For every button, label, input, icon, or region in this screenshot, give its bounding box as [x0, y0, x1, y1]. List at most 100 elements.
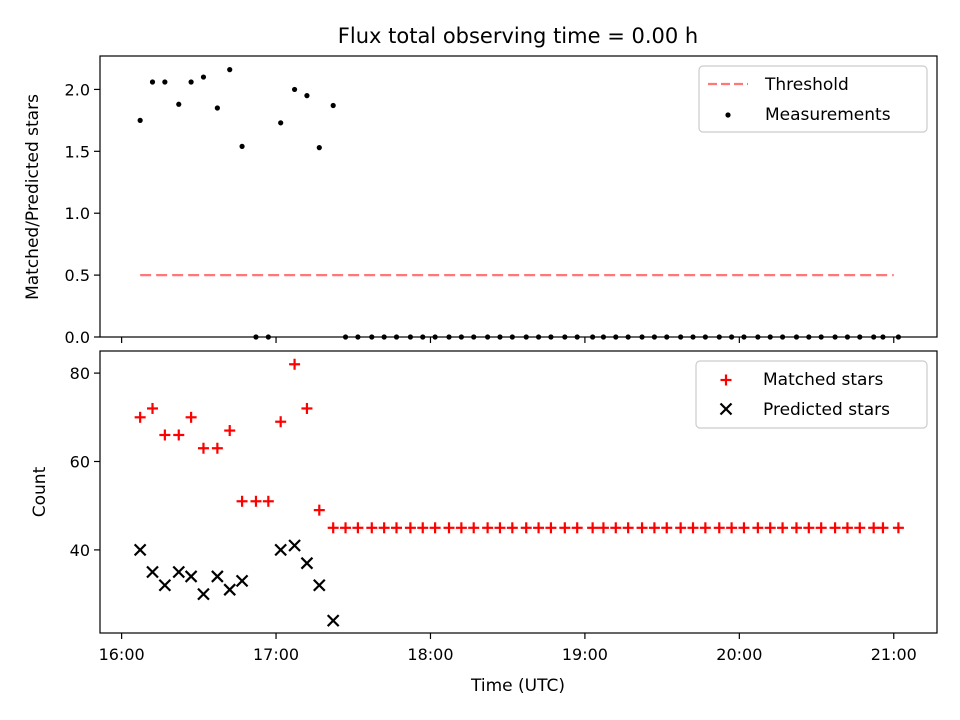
bottom-x-tick-label: 18:00 [407, 645, 453, 664]
measurement-point [317, 145, 322, 150]
matched-star-point [237, 496, 248, 507]
matched-star-point [263, 496, 274, 507]
predicted-star-point [224, 584, 235, 595]
bottom-x-tick-label: 16:00 [99, 645, 145, 664]
matched-star-point [159, 429, 170, 440]
matched-star-point [417, 522, 428, 533]
bottom-y-ticks: 40 60 80 [70, 364, 100, 560]
matched-star-point [468, 522, 479, 533]
matched-star-point [559, 522, 570, 533]
matched-star-point [765, 522, 776, 533]
measurement-point [239, 144, 244, 149]
matched-star-point [301, 403, 312, 414]
bottom-x-tick-label: 20:00 [716, 645, 762, 664]
predicted-star-point [328, 615, 339, 626]
matched-star-point [352, 522, 363, 533]
predicted-star-point [289, 540, 300, 551]
predicted-star-point [147, 567, 158, 578]
predicted-star-point [173, 567, 184, 578]
legend-measurements-swatch [725, 112, 730, 117]
measurement-point [162, 79, 167, 84]
matched-star-point [494, 522, 505, 533]
top-y-tick-label: 0.5 [65, 266, 90, 285]
matched-star-point [675, 522, 686, 533]
top-y-tick-label: 0.0 [65, 328, 90, 347]
bottom-y-axis-label: Count [30, 466, 50, 517]
top-legend: Threshold Measurements [699, 66, 927, 132]
matched-star-point [738, 522, 749, 533]
bottom-x-ticks: 16:00 17:00 18:00 19:00 20:00 21:00 [99, 633, 917, 664]
predicted-star-point [212, 571, 223, 582]
top-y-ticks: 0.0 0.5 1.0 1.5 2.0 [65, 80, 100, 347]
matched-star-point [212, 443, 223, 454]
predicted-star-point [275, 544, 286, 555]
matched-star-point [830, 522, 841, 533]
predicted-star-point [159, 580, 170, 591]
matched-star-point [507, 522, 518, 533]
legend-matched-label: Matched stars [763, 370, 883, 390]
top-y-tick-label: 1.0 [65, 204, 90, 223]
measurement-point [201, 74, 206, 79]
top-x-ticks [122, 337, 894, 343]
matched-star-point [340, 522, 351, 533]
predicted-star-point [237, 575, 248, 586]
matched-star-point [700, 522, 711, 533]
matched-star-point [250, 496, 261, 507]
matched-star-point [224, 425, 235, 436]
measurement-point [227, 67, 232, 72]
matched-star-point [816, 522, 827, 533]
matched-star-point [726, 522, 737, 533]
matched-star-point [610, 522, 621, 533]
top-y-tick-label: 1.5 [65, 142, 90, 161]
matched-star-point [893, 522, 904, 533]
measurement-point [304, 93, 309, 98]
legend-measurements-label: Measurements [765, 105, 891, 125]
bottom-x-tick-label: 17:00 [253, 645, 299, 664]
predicted-star-point [301, 558, 312, 569]
matched-star-point [877, 522, 888, 533]
measurement-point [138, 118, 143, 123]
bottom-y-tick-label: 40 [70, 541, 90, 560]
chart-title: Flux total observing time = 0.00 h [338, 24, 698, 48]
predicted-star-point [314, 580, 325, 591]
matched-star-point [791, 522, 802, 533]
measurement-point [189, 79, 194, 84]
matched-star-point [328, 522, 339, 533]
matched-star-point [173, 429, 184, 440]
measurement-point [292, 87, 297, 92]
matched-star-point [688, 522, 699, 533]
matched-star-point [714, 522, 725, 533]
top-y-axis-label: Matched/Predicted stars [23, 94, 43, 300]
matched-star-point [405, 522, 416, 533]
matched-star-point [147, 403, 158, 414]
matched-star-point [777, 522, 788, 533]
matched-star-point [482, 522, 493, 533]
legend-predicted-label: Predicted stars [763, 400, 890, 420]
measurement-point [331, 103, 336, 108]
matched-star-point [854, 522, 865, 533]
matched-star-point [521, 522, 532, 533]
measurement-point [215, 105, 220, 110]
matched-star-point [198, 443, 209, 454]
matched-star-point [637, 522, 648, 533]
matched-star-point [366, 522, 377, 533]
matched-star-point [379, 522, 390, 533]
bottom-legend: Matched stars Predicted stars [696, 361, 927, 428]
matched-star-point [803, 522, 814, 533]
bottom-y-tick-label: 60 [70, 453, 90, 472]
top-y-tick-label: 2.0 [65, 80, 90, 99]
x-axis-label: Time (UTC) [470, 676, 565, 696]
matched-star-point [186, 412, 197, 423]
matched-star-point [533, 522, 544, 533]
matched-star-point [391, 522, 402, 533]
matched-star-point [289, 359, 300, 370]
matched-star-point [545, 522, 556, 533]
matched-star-point [444, 522, 455, 533]
bottom-x-tick-label: 21:00 [871, 645, 917, 664]
matched-star-point [842, 522, 853, 533]
figure: Flux total observing time = 0.00 h 0.00.… [0, 0, 960, 720]
bottom-y-tick-label: 80 [70, 364, 90, 383]
matched-star-point [572, 522, 583, 533]
predicted-star-point [135, 544, 146, 555]
predicted-star-point [186, 571, 197, 582]
